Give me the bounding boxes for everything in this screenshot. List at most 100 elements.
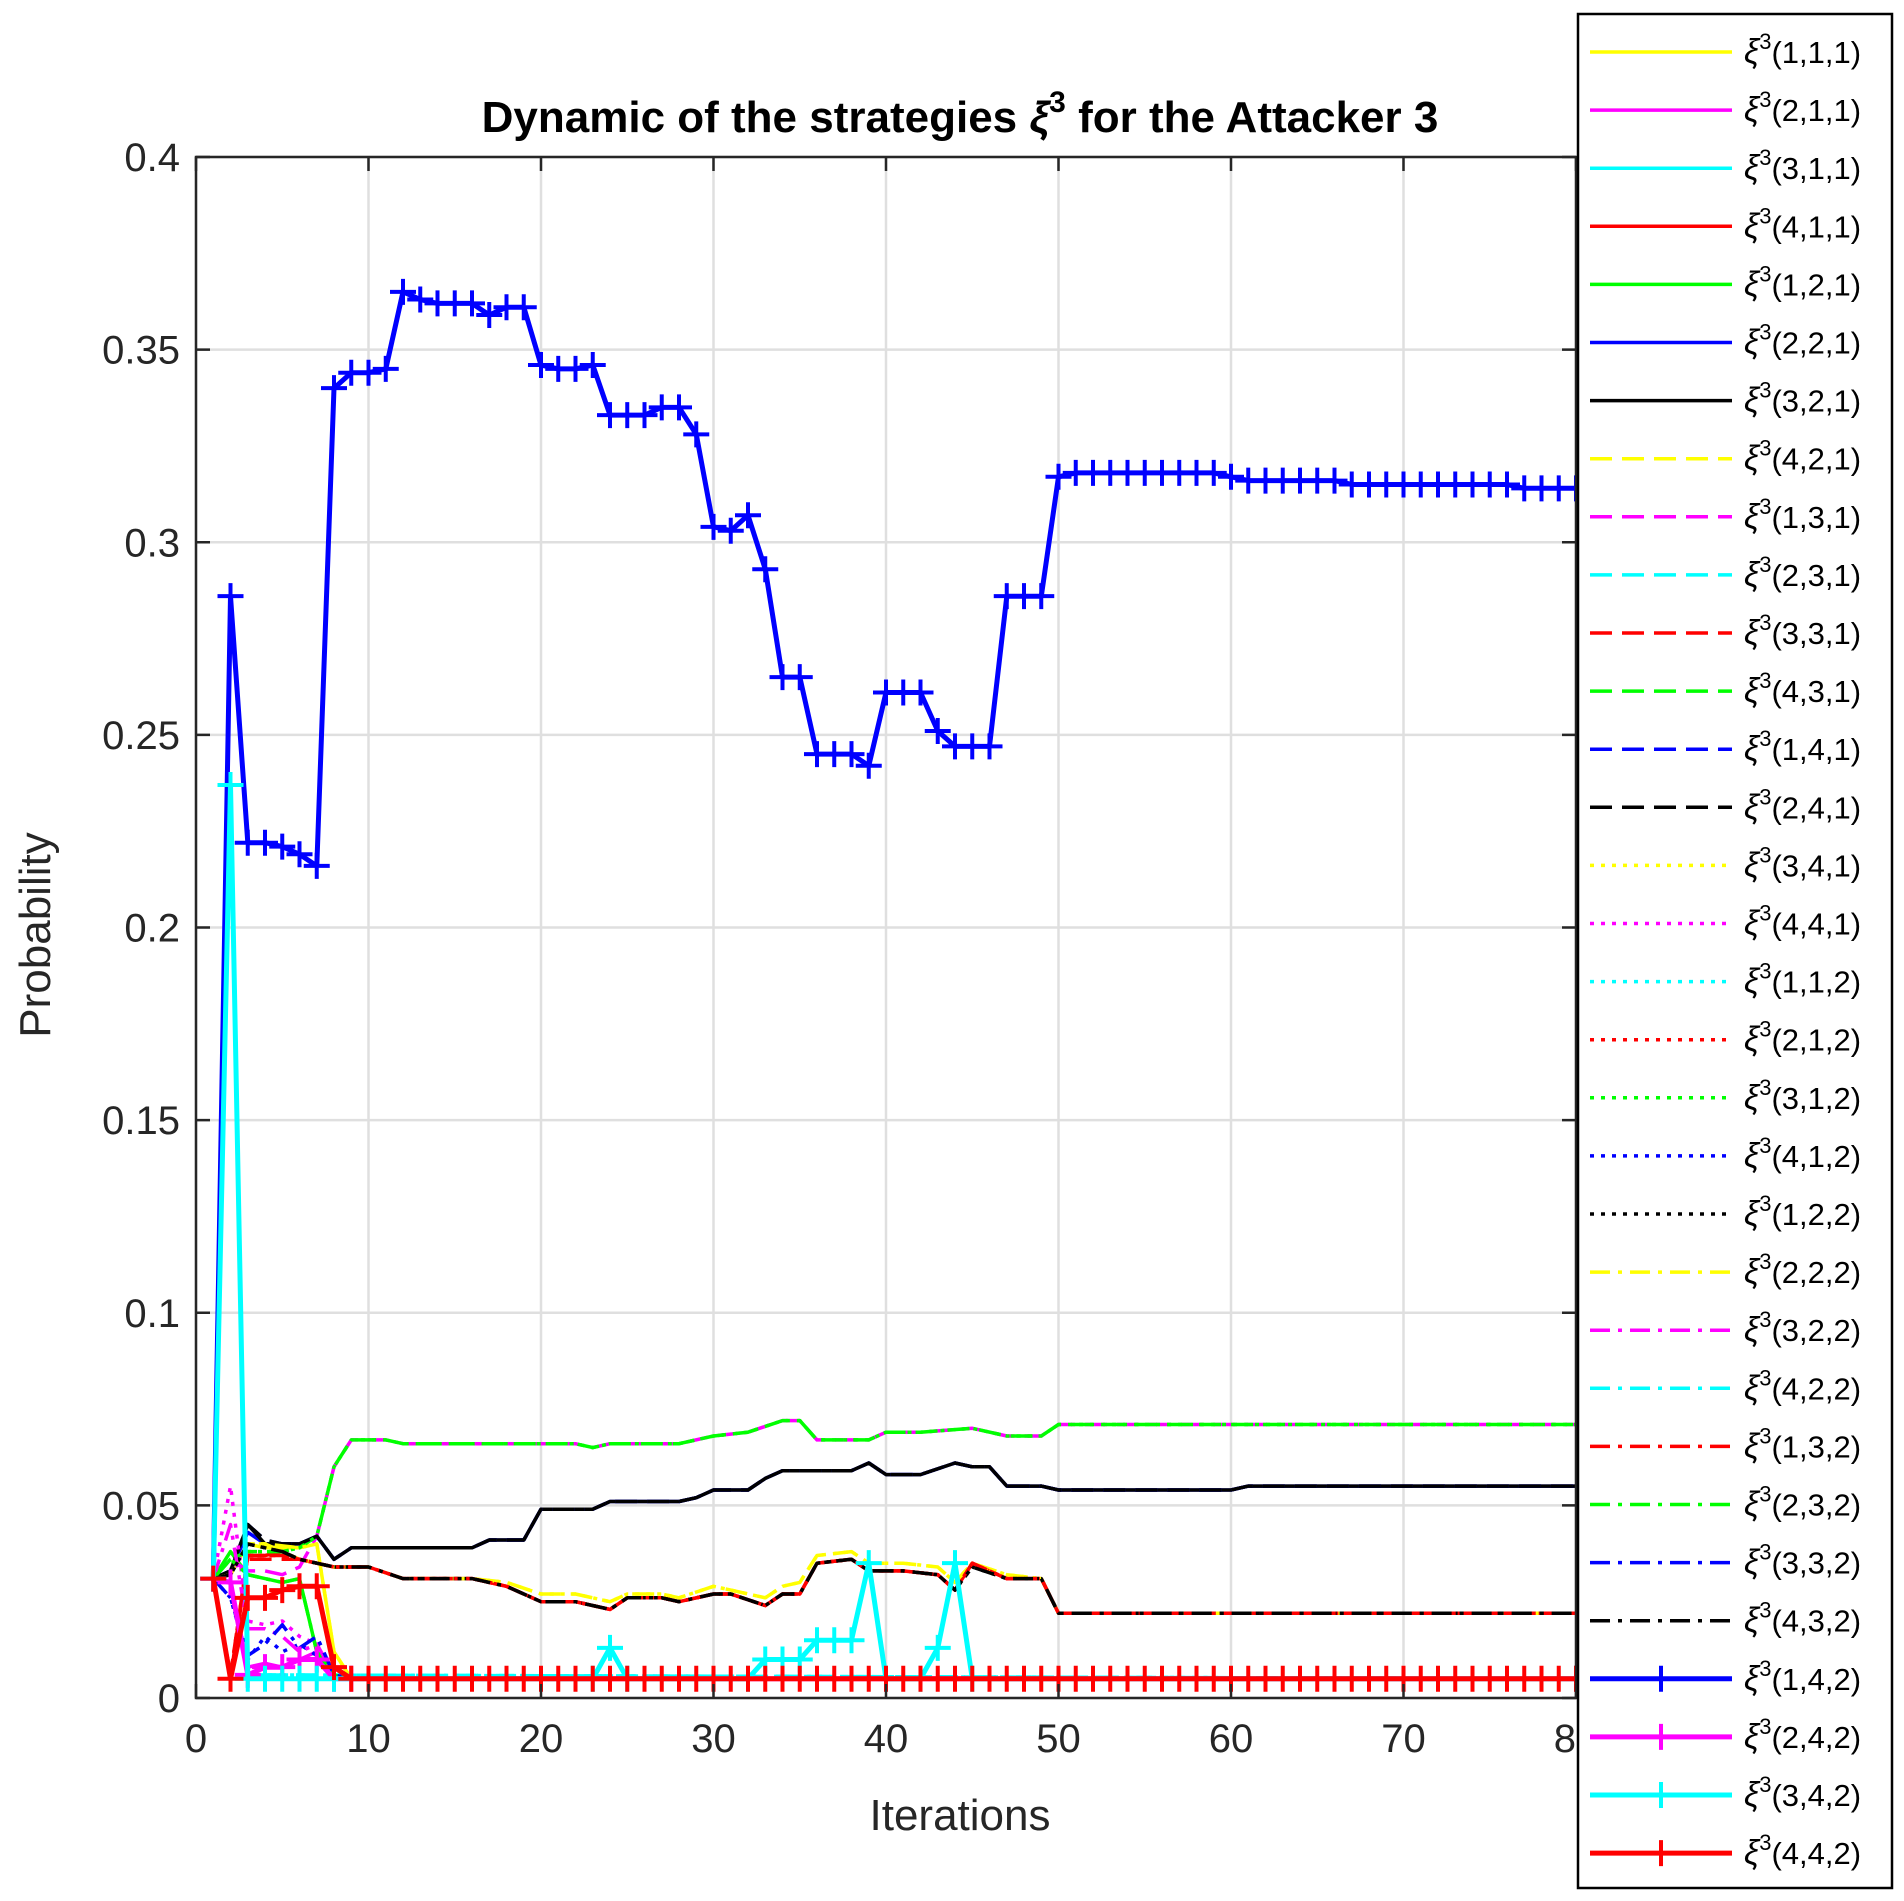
legend-label: ξ3(4,4,2) <box>1744 1830 1861 1872</box>
data-point-marker <box>390 278 416 305</box>
data-point-marker <box>1200 459 1227 486</box>
data-point-marker <box>631 402 658 429</box>
legend-symbol: ξ <box>1744 788 1761 826</box>
data-point-marker <box>217 1569 244 1596</box>
y-tick-label: 0.15 <box>102 1099 180 1143</box>
legend-superscript: 3 <box>1759 1191 1771 1216</box>
data-point-marker <box>252 1584 278 1611</box>
x-tick-label: 20 <box>519 1717 564 1761</box>
legend-symbol: ξ <box>1744 440 1761 478</box>
data-point-marker <box>855 752 882 779</box>
legend-item: ξ3(3,3,2) <box>1590 1540 1861 1582</box>
legend-symbol: ξ <box>1744 324 1761 362</box>
legend-item: ξ3(1,4,1) <box>1590 726 1861 768</box>
legend-label: ξ3(3,2,2) <box>1744 1307 1861 1349</box>
series-line <box>212 1542 1576 1615</box>
series-4-4-1 <box>211 1484 1576 1681</box>
legend-symbol: ξ <box>1744 1311 1761 1349</box>
legend-label: ξ3(2,1,1) <box>1744 87 1861 129</box>
legend-superscript: 3 <box>1759 1075 1771 1100</box>
legend-item: ξ3(3,4,1) <box>1590 842 1861 884</box>
legend-item: ξ3(2,3,1) <box>1590 552 1861 594</box>
legend-label: ξ3(1,1,2) <box>1744 959 1861 1001</box>
data-point-marker <box>786 664 813 691</box>
y-tick-label: 0.1 <box>124 1292 180 1336</box>
legend-symbol: ξ <box>1744 963 1761 1001</box>
y-tick-label: 0.4 <box>124 136 180 180</box>
legend-symbol: ξ <box>1744 382 1761 420</box>
legend-symbol: ξ <box>1744 498 1761 536</box>
legend-item: ξ3(3,4,2) <box>1590 1772 1861 1814</box>
legend-text: (3,2,2) <box>1771 1313 1861 1348</box>
legend-label: ξ3(2,2,1) <box>1744 320 1861 362</box>
legend-superscript: 3 <box>1759 436 1771 461</box>
legend-label: ξ3(1,4,1) <box>1744 726 1861 768</box>
axes: 0 10 20 30 40 50 60 70 8000.050.10.150.20.250.30… <box>102 136 1598 1761</box>
legend-label: ξ3(4,2,2) <box>1744 1365 1861 1407</box>
series-line <box>211 1484 1576 1681</box>
x-tick-label: 40 <box>864 1717 909 1761</box>
y-tick-label: 0.35 <box>102 329 180 373</box>
legend-text: (3,1,2) <box>1771 1081 1861 1116</box>
legend-item: ξ3(3,2,2) <box>1590 1307 1861 1349</box>
legend-superscript: 3 <box>1759 1540 1771 1565</box>
legend-item: ξ3(1,2,1) <box>1590 261 1861 303</box>
legend-label: ξ3(2,3,1) <box>1744 552 1861 594</box>
series-line <box>212 1461 1576 1581</box>
legend-symbol: ξ <box>1744 1602 1761 1640</box>
legend-symbol: ξ <box>1744 1834 1761 1872</box>
series-line <box>212 1542 1576 1615</box>
data-point-marker <box>200 1565 227 1592</box>
legend-item: ξ3(1,1,1) <box>1590 29 1861 71</box>
legend-text: (1,4,2) <box>1771 1662 1861 1697</box>
legend-label: ξ3(4,3,1) <box>1744 668 1861 710</box>
legend-item: ξ3(3,1,1) <box>1590 145 1861 187</box>
legend-superscript: 3 <box>1759 901 1771 926</box>
legend-superscript: 3 <box>1759 494 1771 519</box>
legend-text: (2,2,2) <box>1771 1255 1861 1290</box>
data-point-marker <box>666 394 692 421</box>
y-tick-label: 0.3 <box>124 521 180 565</box>
legend-text: (1,2,1) <box>1771 267 1861 302</box>
legend-label: ξ3(3,2,1) <box>1744 378 1861 420</box>
y-tick-label: 0.2 <box>124 907 180 951</box>
legend-text: (2,3,1) <box>1771 558 1861 593</box>
legend-text: (1,3,2) <box>1771 1429 1861 1464</box>
series-line <box>211 1418 1576 1580</box>
data-point-marker <box>355 359 382 386</box>
legend-symbol: ξ <box>1744 1369 1761 1407</box>
legend-text: (4,3,1) <box>1771 674 1861 709</box>
legend-text: (4,4,1) <box>1771 907 1861 942</box>
data-point-marker <box>683 421 710 448</box>
legend-label: ξ3(3,4,2) <box>1744 1772 1861 1814</box>
legend-label: ξ3(1,3,1) <box>1744 494 1861 536</box>
legend-item: ξ3(2,1,2) <box>1590 1017 1861 1059</box>
legend-label: ξ3(3,3,2) <box>1744 1540 1861 1582</box>
legend-superscript: 3 <box>1759 726 1771 751</box>
x-tick-label: 60 <box>1209 1717 1254 1761</box>
legend-text: (4,3,2) <box>1771 1604 1861 1639</box>
data-point-marker <box>217 771 244 798</box>
data-point-marker <box>907 679 934 706</box>
legend-box <box>1576 12 1894 1890</box>
legend-text: (4,1,1) <box>1771 209 1861 244</box>
legend-symbol: ξ <box>1744 556 1761 594</box>
data-point-marker <box>735 502 761 529</box>
legend-marker <box>1648 1840 1674 1867</box>
x-tick-label: 0 <box>185 1717 207 1761</box>
legend-symbol: ξ <box>1744 1660 1761 1698</box>
legend-superscript: 3 <box>1759 1656 1771 1681</box>
series-3-1-2 <box>211 1418 1576 1580</box>
data-point-marker <box>269 1577 296 1604</box>
legend-item: ξ3(2,2,2) <box>1590 1249 1861 1291</box>
legend-item: ξ3(4,1,2) <box>1590 1133 1861 1175</box>
data-point-marker <box>321 375 347 402</box>
data-point-marker <box>1028 583 1055 610</box>
legend-text: (4,2,2) <box>1771 1371 1861 1406</box>
legend-symbol: ξ <box>1744 265 1761 303</box>
data-point-marker <box>579 352 606 379</box>
legend-superscript: 3 <box>1759 784 1771 809</box>
legend-label: ξ3(1,4,2) <box>1744 1656 1861 1698</box>
legend-label: ξ3(1,2,2) <box>1744 1191 1861 1233</box>
chart-title-rest: for the Attacker 3 <box>1066 93 1438 142</box>
